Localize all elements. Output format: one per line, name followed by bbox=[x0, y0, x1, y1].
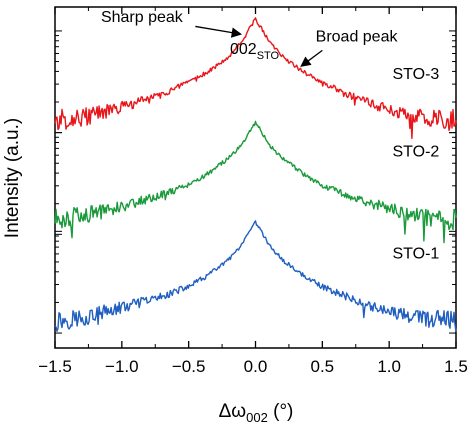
x-tick-label: 1.0 bbox=[377, 357, 401, 376]
annotations: Sharp peak Broad peak bbox=[101, 9, 399, 67]
series-labels: STO-3 STO-2 STO-1 bbox=[392, 66, 439, 262]
y-axis-title: Intensity (a.u.) bbox=[2, 118, 23, 238]
x-ticks: −1.5 −1.0 −0.5 0.0 0.5 1.0 1.5 bbox=[38, 7, 468, 376]
series-line-sto-2 bbox=[54, 120, 457, 244]
series-label: STO-2 bbox=[392, 144, 439, 161]
x-tick-label: 0.5 bbox=[311, 357, 335, 376]
series-label: STO-1 bbox=[392, 245, 439, 262]
x-tick-label: 0.0 bbox=[244, 357, 268, 376]
plot-frame bbox=[54, 6, 457, 349]
x-axis-title-prefix: Δω bbox=[219, 401, 247, 422]
peak-label-main: 002 bbox=[230, 41, 257, 58]
x-axis-title-suffix: (°) bbox=[268, 401, 294, 422]
x-axis-title: Δω002 (°) bbox=[219, 401, 294, 425]
annotation-sharp-peak: Sharp peak bbox=[101, 9, 184, 26]
series-line-sto-3 bbox=[54, 17, 457, 139]
sharp-peak-arrow bbox=[195, 25, 243, 38]
x-tick-label: −1.0 bbox=[105, 357, 139, 376]
x-tick-label: −1.5 bbox=[38, 357, 72, 376]
peak-label-sub: STO bbox=[257, 50, 280, 62]
broad-peak-arrow bbox=[300, 49, 323, 67]
x-axis-title-sub: 002 bbox=[246, 410, 268, 425]
annotation-broad-peak: Broad peak bbox=[316, 28, 399, 45]
series-label: STO-3 bbox=[392, 66, 439, 83]
y-minor-ticks bbox=[55, 30, 456, 334]
series-line-sto-1 bbox=[54, 220, 457, 332]
peak-label-002-sto: 002STO bbox=[230, 41, 280, 62]
x-tick-label: −0.5 bbox=[172, 357, 206, 376]
series-lines bbox=[54, 17, 457, 332]
x-tick-label: 1.5 bbox=[444, 357, 468, 376]
